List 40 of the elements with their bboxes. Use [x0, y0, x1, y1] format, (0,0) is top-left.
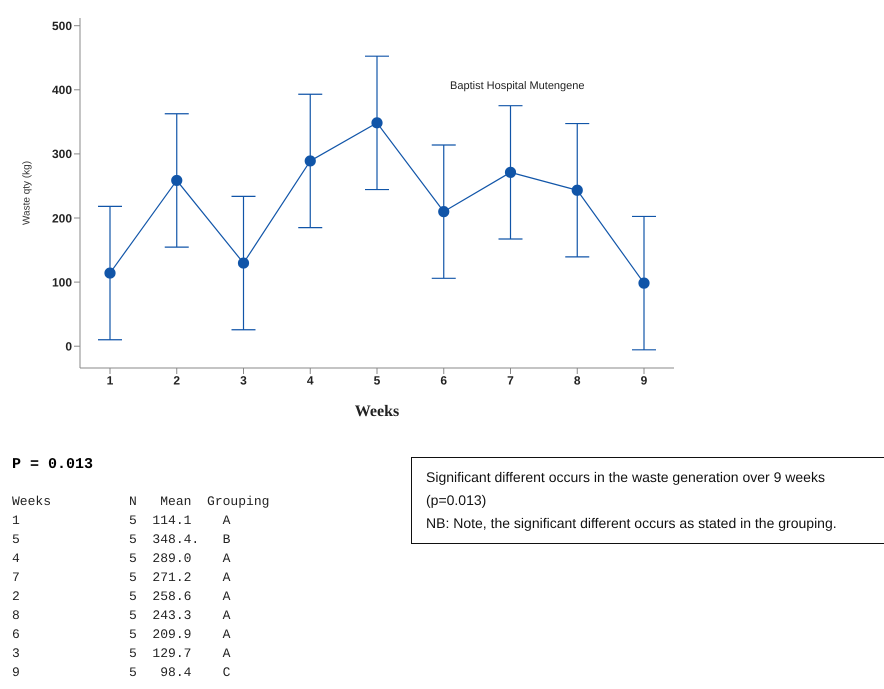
text: Weeks N Mean Grouping: [12, 493, 270, 511]
x-tick-label: 7: [507, 374, 514, 388]
x-tick-label: 3: [240, 374, 248, 388]
x-tick-label: 8: [574, 374, 581, 388]
text: 4 5 289.0 A: [12, 550, 232, 568]
text: 7 5 271.2 A: [12, 569, 232, 587]
x-tick-label: 9: [640, 374, 648, 388]
text: P = 0.013: [12, 456, 94, 473]
y-tick-label: 300: [52, 147, 72, 162]
text: 2 5 258.6 A: [12, 588, 232, 606]
point: [572, 184, 583, 196]
x-tick-label: 6: [440, 374, 448, 388]
text: 6 5 209.9 A: [12, 626, 232, 644]
y-tick-label: 400: [52, 83, 72, 98]
text: 5 5 348.4. B: [12, 531, 232, 549]
point: [238, 257, 250, 269]
text: 8 5 243.3 A: [12, 607, 232, 625]
y-axis-title: Waste qty (kg): [22, 160, 33, 226]
y-tick-label: 100: [52, 275, 72, 290]
x-axis-title: Weeks: [354, 403, 400, 420]
text: 1 5 114.1 A: [12, 512, 232, 530]
point: [104, 267, 116, 279]
y-tick-label: 0: [65, 339, 72, 354]
point: [438, 206, 450, 218]
point: [171, 174, 182, 186]
point: [504, 166, 516, 178]
text: NB: Note, the significant different occurs as stated in the grouping.: [426, 514, 838, 533]
y-tick-label: 200: [52, 211, 72, 226]
x-tick-label: 1: [106, 374, 114, 388]
y-tick-label: 500: [52, 18, 72, 33]
annotation: Baptist Hospital Mutengene: [450, 80, 585, 92]
text: 9 5 98.4 C: [12, 664, 232, 682]
x-tick-label: 2: [173, 374, 180, 388]
point: [304, 155, 316, 167]
point: [638, 278, 650, 289]
x-tick-label: 5: [374, 374, 381, 388]
x-tick-label: 4: [306, 374, 314, 388]
point: [371, 117, 383, 128]
text: 3 5 129.7 A: [12, 645, 232, 663]
text: Significant different occurs in the waste generation over 9 weeks (p=0.013): [426, 468, 826, 510]
